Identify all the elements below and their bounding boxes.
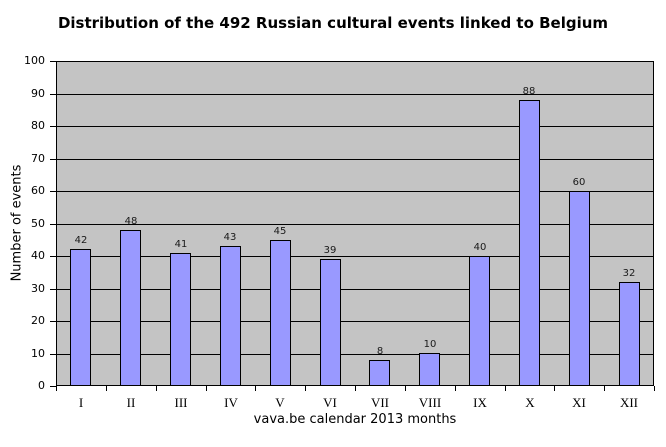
gridline	[56, 256, 654, 257]
x-tick-label: VIII	[418, 395, 442, 410]
y-tick-label: 60	[31, 184, 45, 197]
bar	[419, 353, 440, 386]
bar	[619, 282, 640, 386]
x-tick-label: IV	[224, 395, 238, 410]
y-tick-label: 100	[24, 54, 45, 67]
x-tick	[106, 386, 107, 391]
bar-value-label: 8	[376, 346, 384, 357]
x-tick	[654, 386, 655, 391]
x-tick	[206, 386, 207, 391]
y-tick	[50, 159, 56, 160]
bar-value-label: 10	[423, 339, 437, 350]
x-tick	[505, 386, 506, 391]
bar-value-label: 43	[223, 232, 237, 243]
y-tick	[50, 256, 56, 257]
x-tick-label: II	[126, 395, 136, 410]
y-tick-label: 40	[31, 249, 45, 262]
bar	[320, 259, 341, 386]
gridline	[56, 94, 654, 95]
bar	[120, 230, 141, 386]
y-tick	[50, 61, 56, 62]
bar-value-label: 42	[74, 235, 88, 246]
x-tick-label: VI	[323, 395, 337, 410]
x-tick	[305, 386, 306, 391]
bar-value-label: 45	[273, 226, 287, 237]
y-tick	[50, 191, 56, 192]
gridline	[56, 126, 654, 127]
bar	[469, 256, 490, 386]
gridline	[56, 321, 654, 322]
bar	[220, 246, 241, 386]
x-tick	[156, 386, 157, 391]
x-tick-label: VII	[370, 395, 390, 410]
gridline	[56, 159, 654, 160]
plot-area	[56, 61, 654, 386]
x-tick-label: XI	[572, 395, 586, 410]
chart-title: Distribution of the 492 Russian cultural…	[57, 14, 609, 32]
x-tick-label: XII	[619, 395, 639, 410]
bar-value-label: 60	[572, 177, 586, 188]
y-tick	[50, 289, 56, 290]
bar-value-label: 40	[473, 242, 487, 253]
x-tick	[405, 386, 406, 391]
x-tick-label: V	[275, 395, 285, 410]
gridline	[56, 224, 654, 225]
gridline	[56, 289, 654, 290]
y-tick	[50, 224, 56, 225]
bar	[569, 191, 590, 386]
x-tick-label: III	[174, 395, 188, 410]
bar-value-label: 32	[622, 268, 636, 279]
x-tick-label: X	[525, 395, 535, 410]
y-tick-label: 30	[31, 282, 45, 295]
y-tick-label: 80	[31, 119, 45, 132]
bar	[369, 360, 390, 386]
bar-value-label: 88	[522, 86, 536, 97]
y-tick-label: 50	[31, 217, 45, 230]
y-tick-label: 90	[31, 87, 45, 100]
bar	[70, 249, 91, 386]
y-tick-label: 0	[38, 379, 45, 392]
y-tick-label: 10	[31, 347, 45, 360]
bar-value-label: 41	[174, 239, 188, 250]
bar	[270, 240, 291, 386]
x-tick	[604, 386, 605, 391]
x-tick-label: IX	[473, 395, 487, 410]
bar-value-label: 48	[124, 216, 138, 227]
y-tick-label: 20	[31, 314, 45, 327]
gridline	[56, 354, 654, 355]
bar-value-label: 39	[323, 245, 337, 256]
bar	[170, 253, 191, 386]
y-tick-label: 70	[31, 152, 45, 165]
x-tick	[355, 386, 356, 391]
bar	[519, 100, 540, 386]
gridline	[56, 191, 654, 192]
x-tick	[56, 386, 57, 391]
y-tick	[50, 321, 56, 322]
x-axis-label: vava.be calendar 2013 months	[253, 412, 457, 427]
y-tick	[50, 126, 56, 127]
y-tick	[50, 354, 56, 355]
x-tick	[554, 386, 555, 391]
x-tick	[255, 386, 256, 391]
y-tick	[50, 94, 56, 95]
x-tick	[455, 386, 456, 391]
y-tick	[50, 386, 56, 387]
x-tick-label: I	[78, 395, 84, 410]
